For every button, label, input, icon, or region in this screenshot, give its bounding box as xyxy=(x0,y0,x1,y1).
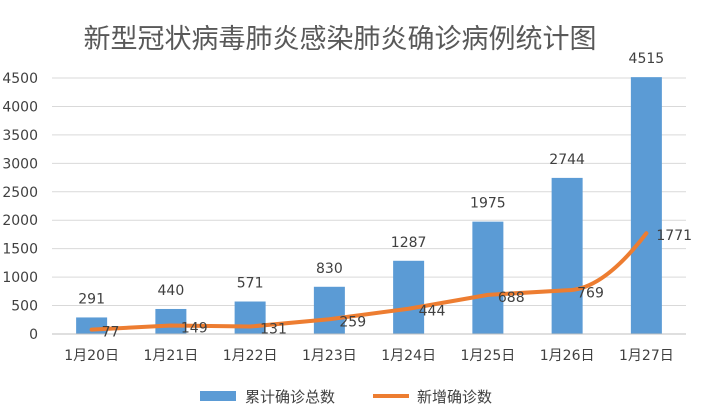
x-tick-label: 1月23日 xyxy=(302,348,357,364)
bar-value-label: 571 xyxy=(237,276,264,292)
gridlines xyxy=(52,77,686,307)
legend-swatch-bar xyxy=(200,391,236,401)
x-axis: 1月20日 1月21日 1月22日 1月23日 1月24日 1月25日 1月26日 1月27日 xyxy=(64,348,673,364)
bar xyxy=(630,77,662,334)
x-tick-label: 1月21日 xyxy=(144,348,199,364)
line-value-label: 444 xyxy=(419,304,446,320)
bar-value-label: 830 xyxy=(316,261,343,277)
bar xyxy=(551,177,583,334)
x-tick-label: 1月27日 xyxy=(619,348,674,364)
y-axis: 0 500 1000 1500 2000 2500 3000 3500 4000 4500 xyxy=(2,71,38,343)
bar xyxy=(234,301,266,334)
bar xyxy=(155,308,187,334)
y-tick-label: 0 xyxy=(29,327,38,343)
bar-value-label: 4515 xyxy=(629,51,665,67)
y-tick-label: 1000 xyxy=(2,270,38,286)
y-tick-label: 2000 xyxy=(2,213,38,229)
line-value-label: 131 xyxy=(260,322,287,338)
bar xyxy=(313,286,345,334)
x-tick-label: 1月26日 xyxy=(540,348,595,364)
y-tick-label: 500 xyxy=(11,299,38,315)
x-tick-label: 1月20日 xyxy=(64,348,119,364)
legend: 累计确诊总数 新增确诊数 xyxy=(200,388,492,406)
y-tick-label: 1500 xyxy=(2,242,38,258)
bar xyxy=(472,221,504,334)
bar-value-label: 2744 xyxy=(549,152,585,168)
bar-value-label: 440 xyxy=(158,283,185,299)
line-value-label: 769 xyxy=(577,285,604,301)
line-value-label: 259 xyxy=(339,314,366,330)
line-value-label: 688 xyxy=(498,290,525,306)
x-tick-label: 1月24日 xyxy=(381,348,436,364)
y-tick-label: 2500 xyxy=(2,185,38,201)
bar xyxy=(393,260,425,334)
bar-series xyxy=(76,77,662,334)
bar-value-label: 1975 xyxy=(470,196,506,212)
bar-value-label: 1287 xyxy=(391,235,427,251)
data-labels: 291 440 571 830 1287 1975 2744 4515 77 149 131 259 4… xyxy=(78,51,692,340)
legend-label-line: 新增确诊数 xyxy=(417,388,492,406)
x-tick-label: 1月22日 xyxy=(223,348,278,364)
bar-value-label: 291 xyxy=(78,291,105,307)
line-value-label: 77 xyxy=(102,325,120,341)
y-tick-label: 4500 xyxy=(2,71,38,87)
line-series xyxy=(89,231,649,332)
y-tick-label: 4000 xyxy=(2,99,38,115)
y-tick-label: 3500 xyxy=(2,128,38,144)
chart-title: 新型冠状病毒肺炎感染肺炎确诊病例统计图 xyxy=(84,24,597,55)
line-path xyxy=(89,231,649,332)
y-tick-label: 3000 xyxy=(2,156,38,172)
legend-label-bar: 累计确诊总数 xyxy=(245,388,335,406)
x-tick-label: 1月25日 xyxy=(461,348,516,364)
line-value-label: 1771 xyxy=(656,228,692,244)
line-value-label: 149 xyxy=(181,321,208,337)
